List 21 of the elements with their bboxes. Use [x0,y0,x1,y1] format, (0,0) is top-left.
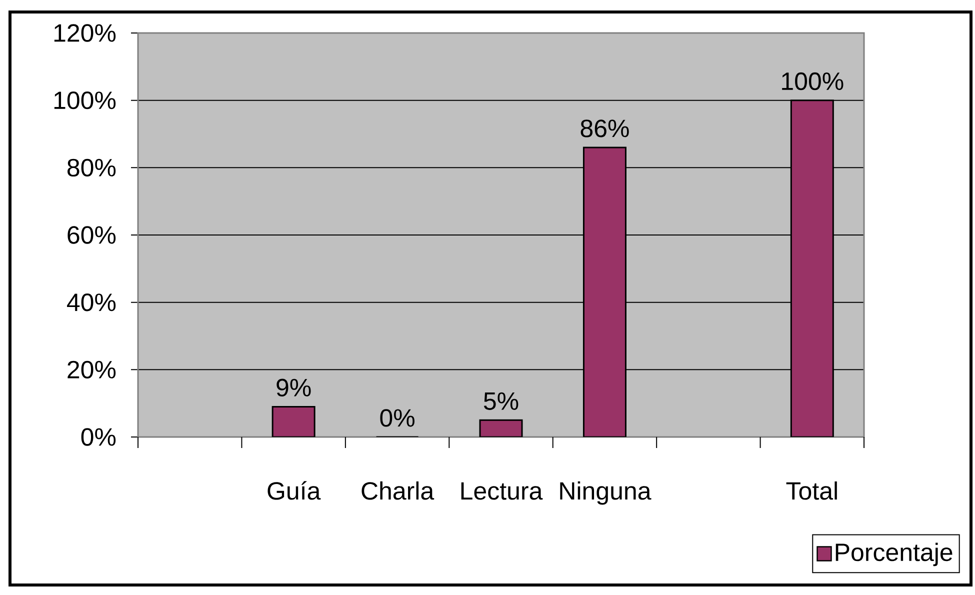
bar [790,100,834,437]
x-tick-label: Guía [268,481,321,500]
x-tick-label: Lectura [461,482,543,500]
y-tick-label: 60% [68,226,116,244]
legend-label: Porcentaje [836,542,952,566]
y-tick-label: 80% [68,158,116,177]
data-label: 86% [580,120,629,138]
y-tick-label: 40% [67,293,116,312]
data-label: 9% [276,378,311,397]
bar [582,146,626,437]
data-label: 0% [380,409,414,427]
y-tick-label: 0% [81,428,116,446]
x-tick-label: Charla [362,481,434,500]
x-tick-label: Ninguna [560,481,652,505]
y-tick-label: 120% [54,24,116,42]
data-label: 100% [782,72,844,90]
data-label: 5% [484,392,518,410]
x-tick-label: Total [786,481,837,500]
bar [272,406,316,437]
y-tick-label: 100% [54,91,116,110]
y-tick-label: 20% [68,360,116,379]
